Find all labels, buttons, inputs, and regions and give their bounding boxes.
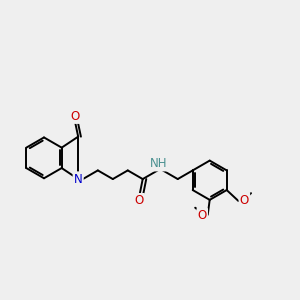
Text: O: O	[240, 194, 249, 207]
Text: O: O	[198, 209, 207, 222]
Text: N: N	[74, 172, 82, 186]
Text: O: O	[70, 110, 80, 123]
Text: O: O	[135, 194, 144, 207]
Text: NH: NH	[150, 157, 167, 170]
